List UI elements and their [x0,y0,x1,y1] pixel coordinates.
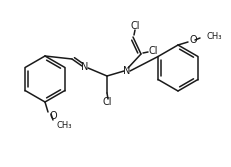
Text: CH₃: CH₃ [57,121,72,129]
Text: Cl: Cl [130,21,139,31]
Text: N: N [123,66,130,76]
Text: Cl: Cl [148,46,157,56]
Text: O: O [188,35,196,45]
Text: Cl: Cl [102,97,111,107]
Text: O: O [49,111,57,121]
Text: N: N [81,62,88,72]
Text: CH₃: CH₃ [206,32,222,41]
